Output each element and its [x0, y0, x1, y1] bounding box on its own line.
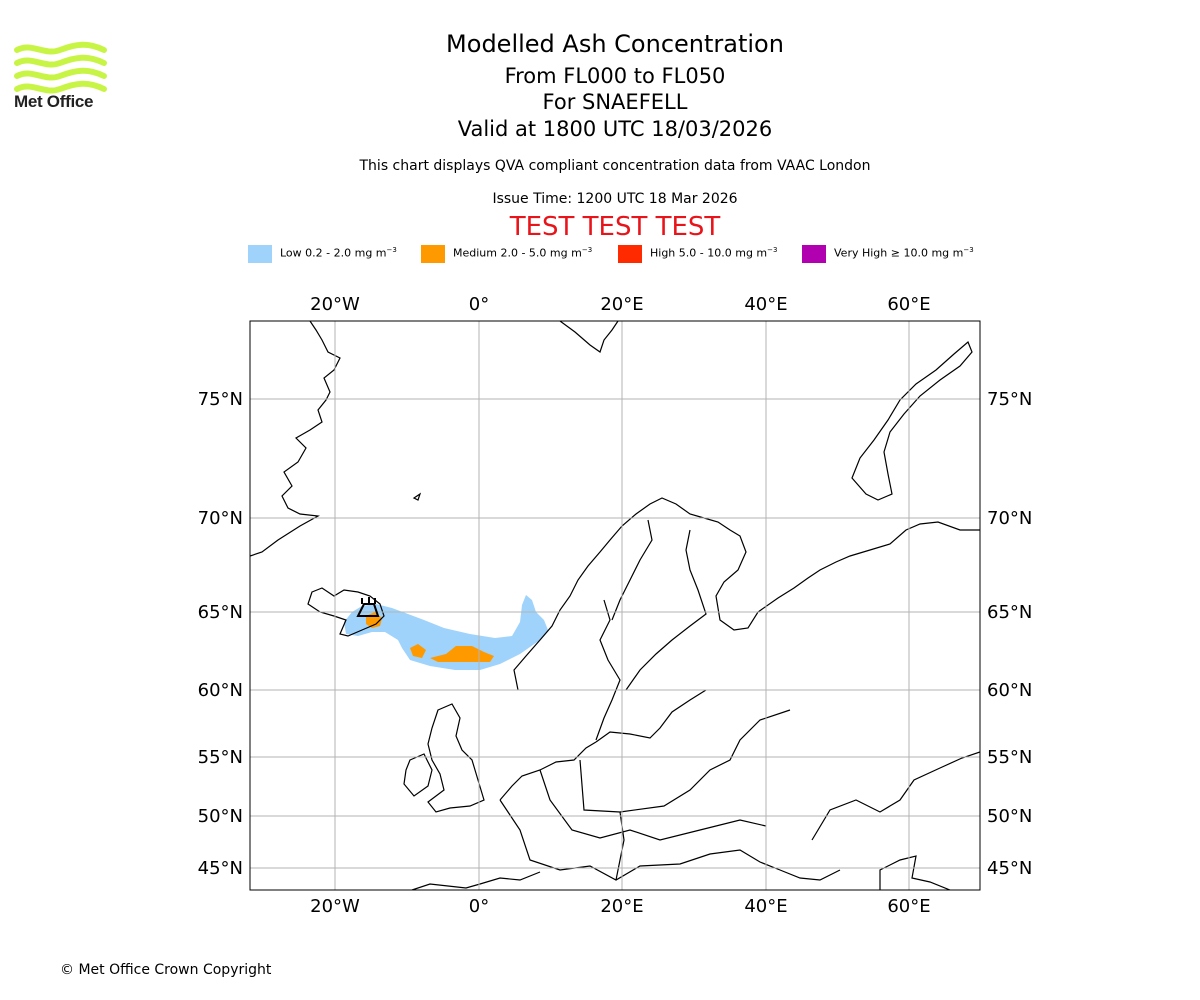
svalbard-coast: [559, 321, 619, 353]
greenland-coast: [250, 321, 341, 557]
mediterranean-coast: [411, 871, 541, 890]
europe-borders: [499, 799, 841, 881]
map-frame: [249, 320, 981, 891]
lat-label-right: 60°N: [987, 680, 1032, 701]
lat-label-left: 75°N: [198, 389, 243, 410]
caspian-coast: [879, 855, 951, 890]
legend-label-high: High 5.0 - 10.0 mg m: [650, 246, 768, 260]
ash-low-area: [344, 595, 548, 670]
test-banner: TEST TEST TEST: [509, 212, 721, 242]
coastlines: [250, 321, 980, 890]
met-office-logo-icon: [14, 41, 107, 94]
lat-label-right: 50°N: [987, 806, 1032, 827]
lat-label-left: 60°N: [198, 680, 243, 701]
lon-label-bottom: 0°: [469, 896, 489, 917]
ash-medium-area: [410, 644, 426, 658]
lon-label-top: 0°: [469, 294, 489, 315]
sweden-finland-border: [595, 599, 621, 741]
norway-sweden-border: [611, 519, 653, 621]
scandinavia-coast: [513, 497, 980, 691]
chart-description: This chart displays QVA compliant concen…: [359, 158, 871, 174]
lat-label-right: 70°N: [987, 508, 1032, 529]
lat-label-right: 65°N: [987, 602, 1032, 623]
volcano-name: For SNAEFELL: [542, 90, 688, 114]
iceland-coast: [307, 587, 385, 637]
great-britain-coast: [427, 703, 485, 813]
valid-time: Valid at 1800 UTC 18/03/2026: [457, 117, 773, 141]
lon-label-bottom: 40°E: [744, 896, 787, 917]
graticule: [250, 321, 980, 890]
legend-swatch-high: [618, 245, 642, 263]
lat-label-right: 75°N: [987, 389, 1032, 410]
lat-label-left: 65°N: [198, 602, 243, 623]
legend-swatch-medium: [421, 245, 445, 263]
lat-label-left: 70°N: [198, 508, 243, 529]
issue-time: Issue Time: 1200 UTC 18 Mar 2026: [492, 191, 738, 207]
legend-swatch-low: [248, 245, 272, 263]
russia-coast: [811, 751, 980, 841]
lat-label-left: 45°N: [198, 858, 243, 879]
lat-label-right: 55°N: [987, 747, 1032, 768]
baltic-coast: [595, 689, 707, 743]
novaya-zemlya-coast: [851, 340, 973, 501]
lon-label-top: 20°W: [310, 294, 360, 315]
legend-label-medium: Medium 2.0 - 5.0 mg m: [453, 246, 582, 260]
legend-swatch-very-high: [802, 245, 826, 263]
lat-label-right: 45°N: [987, 858, 1032, 879]
lon-label-top: 20°E: [600, 294, 643, 315]
copyright: © Met Office Crown Copyright: [60, 962, 272, 978]
lon-label-top: 40°E: [744, 294, 787, 315]
volcano-marker-icon: [356, 597, 380, 617]
lon-label-bottom: 20°W: [310, 896, 360, 917]
island: [412, 492, 422, 501]
ash-medium-area: [430, 646, 494, 662]
legend-label-low: Low 0.2 - 2.0 mg m: [280, 246, 387, 260]
europe-borders: [539, 769, 767, 841]
europe-borders: [615, 811, 625, 881]
chart-title: Modelled Ash Concentration: [446, 30, 784, 58]
ireland-coast: [403, 753, 433, 797]
lon-label-top: 60°E: [887, 294, 930, 315]
legend-label-very-high: Very High ≥ 10.0 mg m: [834, 246, 964, 260]
lat-label-left: 50°N: [198, 806, 243, 827]
finland-coast: [625, 529, 707, 691]
flight-levels: From FL000 to FL050: [504, 64, 726, 88]
brand-name: Met Office: [14, 92, 94, 111]
europe-borders: [579, 709, 791, 813]
lat-label-left: 55°N: [198, 747, 243, 768]
lon-label-bottom: 60°E: [887, 896, 930, 917]
lon-label-bottom: 20°E: [600, 896, 643, 917]
europe-coast: [499, 741, 597, 801]
